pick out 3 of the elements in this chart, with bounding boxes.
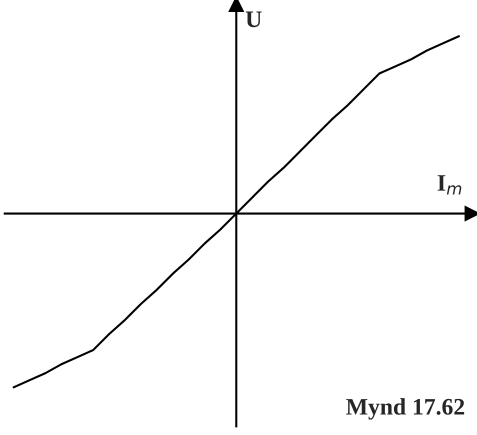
y-axis-title: U [246,12,262,28]
text: Mynd 17.62 [346,398,464,420]
x-axis-title: I$_{m}$ [438,175,462,195]
